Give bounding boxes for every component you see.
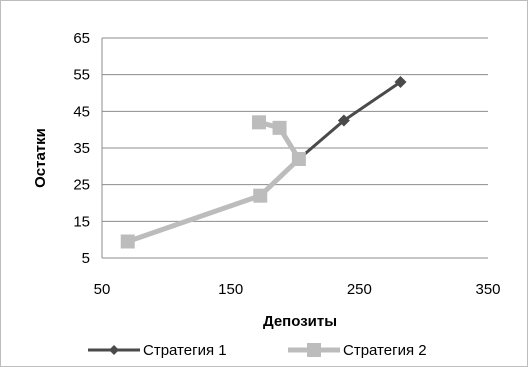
x-tick-label-350: 350 — [475, 281, 500, 298]
series-2-point-3 — [272, 120, 287, 135]
y-tick-label-55: 55 — [73, 67, 90, 84]
x-axis-title: Депозиты — [263, 313, 337, 330]
series-2-point-0 — [120, 234, 135, 249]
legend-label-series-2: Стратегия 2 — [343, 342, 427, 359]
y-tick-label-65: 65 — [73, 30, 90, 47]
legend: Стратегия 1 Стратегия 2 — [88, 342, 427, 359]
y-tick-label-45: 45 — [73, 103, 90, 120]
tick-layer: 5 15 25 35 45 55 65 50 150 250 350 — [73, 30, 500, 298]
series-2-line — [126, 119, 302, 244]
y-tick-label-35: 35 — [73, 140, 90, 157]
grid-layer — [101, 37, 488, 259]
x-tick-label-250: 250 — [347, 281, 372, 298]
legend-marker-series-1 — [109, 345, 119, 355]
series-layer — [120, 76, 407, 249]
series-2 — [120, 115, 306, 249]
series-1-point-4 — [394, 76, 407, 88]
y-axis-title: Остатки — [32, 128, 49, 188]
legend-marker-series-2 — [307, 343, 321, 357]
y-tick-label-15: 15 — [73, 213, 90, 230]
y-tick-label-25: 25 — [73, 177, 90, 194]
legend-label-series-1: Стратегия 1 — [143, 342, 227, 359]
y-tick-label-5: 5 — [82, 250, 90, 267]
series-1-line — [127, 80, 402, 243]
x-tick-label-50: 50 — [94, 281, 111, 298]
series-2-point-1 — [253, 188, 268, 203]
series-2-point-4 — [251, 115, 266, 130]
series-1-point-3 — [337, 114, 350, 127]
series-2-point-2 — [291, 152, 306, 166]
x-tick-label-150: 150 — [218, 281, 243, 298]
